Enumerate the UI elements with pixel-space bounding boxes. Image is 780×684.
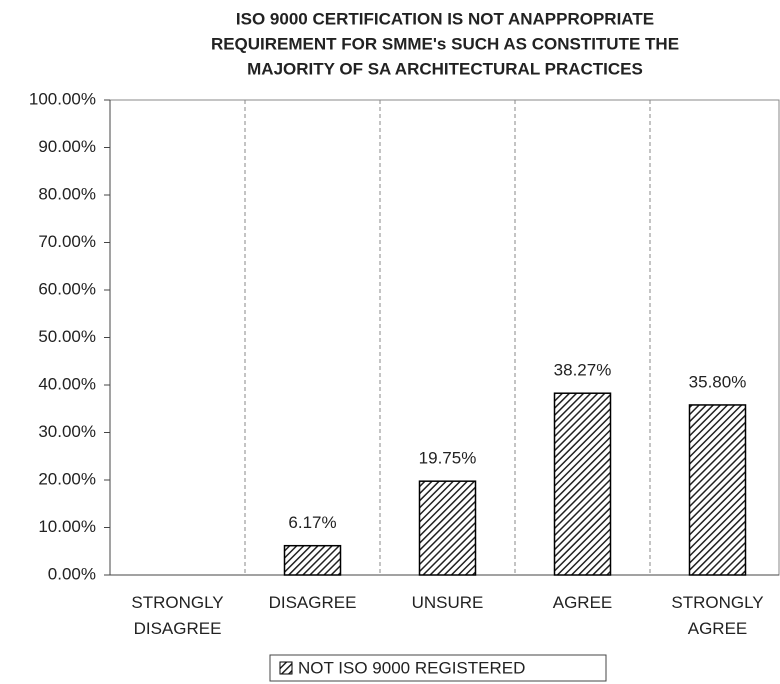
y-tick-label: 40.00%: [38, 374, 96, 393]
legend-swatch: [279, 661, 293, 675]
value-label: 6.17%: [288, 513, 336, 532]
bar: [283, 544, 342, 576]
bar: [418, 480, 477, 576]
value-label: 38.27%: [554, 361, 612, 380]
legend-label: NOT ISO 9000 REGISTERED: [298, 658, 525, 677]
y-tick-label: 80.00%: [38, 184, 96, 203]
value-label: 19.75%: [419, 449, 477, 468]
chart-title: MAJORITY OF SA ARCHITECTURAL PRACTICES: [247, 59, 643, 78]
y-tick-label: 50.00%: [38, 327, 96, 346]
chart-title: REQUIREMENT FOR SMME's SUCH AS CONSTITUT…: [211, 34, 679, 53]
x-tick-label: DISAGREE: [269, 593, 357, 612]
y-tick-label: 90.00%: [38, 137, 96, 156]
x-tick-label: STRONGLY AGREE: [671, 593, 763, 638]
x-tick-label: AGREE: [553, 593, 613, 612]
y-tick-label: 100.00%: [29, 89, 96, 108]
chart-title: ISO 9000 CERTIFICATION IS NOT ANAPPROPRI…: [236, 9, 654, 28]
x-tick-label: UNSURE: [412, 593, 484, 612]
value-label: 35.80%: [689, 372, 747, 391]
legend-box: [269, 654, 607, 682]
bar: [688, 404, 747, 576]
x-tick-label: STRONGLY DISAGREE: [131, 593, 223, 638]
y-tick-label: 60.00%: [38, 279, 96, 298]
y-tick-label: 20.00%: [38, 469, 96, 488]
y-tick-label: 70.00%: [38, 232, 96, 251]
y-tick-label: 30.00%: [38, 422, 96, 441]
bar: [553, 392, 612, 576]
y-tick-label: 10.00%: [38, 517, 96, 536]
y-tick-label: 0.00%: [48, 564, 96, 583]
